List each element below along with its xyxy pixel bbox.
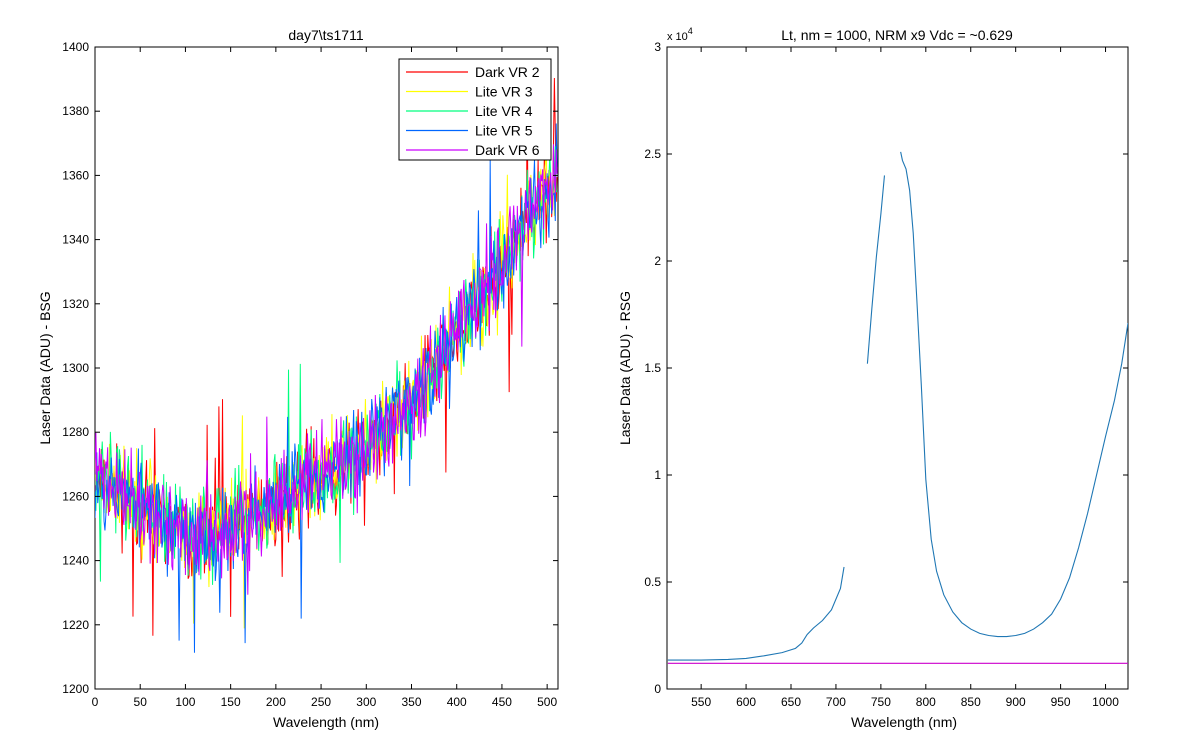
series-line: [667, 566, 845, 661]
left-y-tick-label: 1220: [62, 618, 89, 632]
left-y-axis-label: Laser Data (ADU) - BSG: [37, 291, 53, 444]
left-x-tick-label: 200: [266, 695, 286, 709]
left-axis-ticks: 0 50 100 150 200 250 300 350 400 450 500 1200 1220 12…: [62, 40, 558, 709]
right-y-axis-label: Laser Data (ADU) - RSG: [617, 291, 633, 445]
left-y-tick-label: 1340: [62, 233, 89, 247]
right-x-tick-label: 950: [1051, 695, 1071, 709]
right-y-tick-label: 1: [654, 468, 661, 482]
left-chart: 0 50 100 150 200 250 300 350 400 450 500 1200 1220 12…: [37, 27, 559, 730]
left-y-tick-label: 1320: [62, 297, 89, 311]
right-series-group: [667, 151, 1128, 664]
right-plot-area: [666, 46, 1129, 690]
legend-label: Dark VR 6: [475, 142, 540, 158]
right-x-tick-label: 800: [916, 695, 936, 709]
right-y-tick-label: 2.5: [644, 147, 661, 161]
left-y-tick-label: 1200: [62, 682, 89, 696]
left-y-tick-label: 1280: [62, 425, 89, 439]
legend-label: Lite VR 4: [475, 103, 533, 119]
left-y-tick-label: 1240: [62, 554, 89, 568]
left-x-tick-label: 400: [447, 695, 467, 709]
left-x-tick-label: 500: [537, 695, 557, 709]
legend-box: [398, 58, 552, 161]
series-line: [900, 151, 1128, 638]
legend-label: Lite VR 3: [475, 84, 533, 100]
left-y-tick-label: 1360: [62, 168, 89, 182]
right-x-tick-label: 550: [691, 695, 711, 709]
series-line: [95, 144, 558, 595]
right-y-tick-label: 1.5: [644, 361, 661, 375]
left-x-tick-label: 300: [356, 695, 376, 709]
left-y-tick-label: 1380: [62, 104, 89, 118]
right-y-multiplier-exponent: 4: [688, 26, 693, 36]
right-x-tick-label: 650: [781, 695, 801, 709]
right-axis-ticks: 550 600 650 700 750 800 850 900 950 1000 0 0.5 1 1.5 2…: [644, 40, 1128, 709]
left-x-tick-label: 0: [92, 695, 99, 709]
legend-label: Dark VR 2: [475, 64, 540, 80]
legend-items: Dark VR 2 Lite VR 3 Lite VR 4 Lite VR 5 Dark…: [406, 64, 540, 158]
right-y-multiplier: x 104: [667, 26, 693, 43]
right-chart: 550 600 650 700 750 800 850 900 950 1000 0 0.5 1 1.5 2…: [617, 26, 1129, 730]
left-chart-title: day7\ts1711: [288, 27, 363, 43]
series-line: [866, 175, 886, 364]
left-x-tick-label: 250: [311, 695, 331, 709]
legend-label: Lite VR 5: [475, 123, 533, 139]
left-x-tick-label: 450: [492, 695, 512, 709]
left-x-tick-label: 150: [221, 695, 241, 709]
left-y-tick-label: 1300: [62, 361, 89, 375]
left-y-tick-label: 1400: [62, 40, 89, 54]
right-y-tick-label: 3: [654, 40, 661, 54]
right-x-tick-label: 700: [826, 695, 846, 709]
right-x-axis-label: Wavelength (nm): [851, 714, 957, 730]
left-x-tick-label: 50: [134, 695, 148, 709]
left-y-tick-label: 1260: [62, 489, 89, 503]
left-x-tick-label: 100: [175, 695, 195, 709]
right-y-multiplier-base: x 10: [667, 31, 688, 43]
right-x-tick-label: 1000: [1092, 695, 1119, 709]
left-series-group: [95, 77, 558, 653]
right-y-tick-label: 2: [654, 254, 661, 268]
right-chart-title: Lt, nm = 1000, NRM x9 Vdc = ~0.629: [781, 27, 1013, 43]
left-lines: [95, 77, 558, 653]
right-x-tick-label: 600: [736, 695, 756, 709]
right-x-tick-label: 900: [1006, 695, 1026, 709]
left-x-axis-label: Wavelength (nm): [273, 714, 379, 730]
left-x-tick-label: 350: [401, 695, 421, 709]
right-y-tick-label: 0.5: [644, 575, 661, 589]
legend: Dark VR 2 Lite VR 3 Lite VR 4 Lite VR 5 Dark…: [398, 58, 552, 161]
right-y-tick-label: 0: [654, 682, 661, 696]
right-x-tick-label: 850: [961, 695, 981, 709]
right-x-tick-label: 750: [871, 695, 891, 709]
right-lines: [667, 151, 1128, 664]
